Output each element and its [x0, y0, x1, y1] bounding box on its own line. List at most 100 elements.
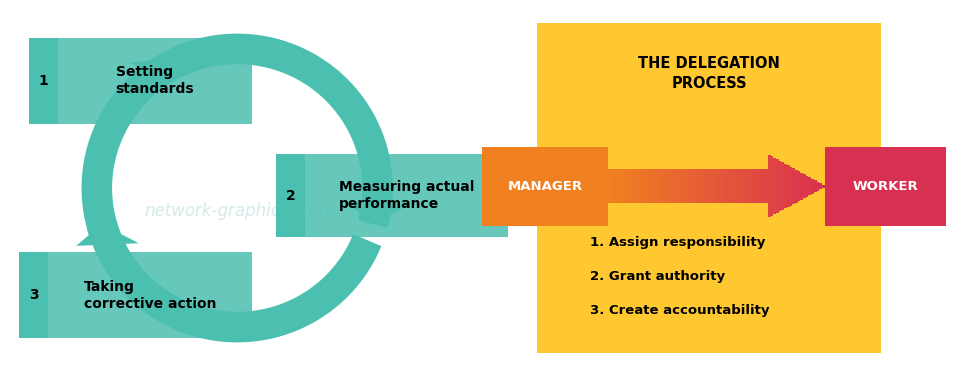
FancyBboxPatch shape — [654, 169, 656, 203]
FancyBboxPatch shape — [773, 158, 776, 214]
FancyBboxPatch shape — [614, 169, 616, 203]
FancyBboxPatch shape — [627, 169, 629, 203]
FancyBboxPatch shape — [700, 169, 703, 203]
FancyBboxPatch shape — [19, 252, 48, 338]
FancyBboxPatch shape — [641, 169, 643, 203]
FancyBboxPatch shape — [768, 155, 771, 217]
FancyBboxPatch shape — [692, 169, 695, 203]
FancyBboxPatch shape — [683, 169, 686, 203]
FancyBboxPatch shape — [679, 169, 681, 203]
Text: network-graphics.com: network-graphics.com — [144, 202, 330, 220]
FancyBboxPatch shape — [814, 180, 817, 192]
FancyBboxPatch shape — [686, 169, 689, 203]
FancyBboxPatch shape — [811, 179, 814, 194]
Polygon shape — [347, 202, 409, 224]
FancyBboxPatch shape — [48, 252, 252, 338]
FancyBboxPatch shape — [619, 169, 621, 203]
Polygon shape — [76, 224, 138, 246]
Text: Setting
standards: Setting standards — [115, 65, 195, 97]
FancyBboxPatch shape — [662, 169, 665, 203]
FancyBboxPatch shape — [776, 159, 778, 213]
FancyBboxPatch shape — [276, 154, 305, 237]
FancyBboxPatch shape — [695, 169, 697, 203]
FancyBboxPatch shape — [722, 169, 724, 203]
FancyBboxPatch shape — [681, 169, 683, 203]
FancyBboxPatch shape — [305, 154, 508, 237]
FancyBboxPatch shape — [719, 169, 722, 203]
Text: 3. Create accountability: 3. Create accountability — [590, 304, 770, 317]
FancyBboxPatch shape — [738, 169, 741, 203]
FancyBboxPatch shape — [632, 169, 635, 203]
FancyBboxPatch shape — [482, 147, 608, 226]
FancyBboxPatch shape — [537, 23, 881, 353]
FancyBboxPatch shape — [689, 169, 692, 203]
FancyBboxPatch shape — [736, 169, 738, 203]
FancyBboxPatch shape — [803, 174, 805, 198]
FancyBboxPatch shape — [733, 169, 736, 203]
FancyBboxPatch shape — [763, 169, 765, 203]
Text: 1. Assign responsibility: 1. Assign responsibility — [590, 236, 766, 249]
FancyBboxPatch shape — [825, 147, 946, 226]
FancyBboxPatch shape — [706, 169, 709, 203]
Text: Measuring actual
performance: Measuring actual performance — [339, 180, 474, 211]
FancyBboxPatch shape — [608, 169, 611, 203]
FancyBboxPatch shape — [638, 169, 641, 203]
FancyBboxPatch shape — [709, 169, 711, 203]
FancyBboxPatch shape — [787, 165, 790, 207]
FancyBboxPatch shape — [29, 38, 58, 124]
FancyBboxPatch shape — [676, 169, 679, 203]
FancyBboxPatch shape — [751, 169, 754, 203]
FancyBboxPatch shape — [670, 169, 673, 203]
FancyBboxPatch shape — [808, 177, 811, 195]
FancyBboxPatch shape — [817, 182, 819, 191]
FancyBboxPatch shape — [611, 169, 614, 203]
FancyBboxPatch shape — [784, 164, 787, 208]
Polygon shape — [129, 57, 189, 80]
Text: 2: 2 — [286, 188, 295, 203]
FancyBboxPatch shape — [621, 169, 624, 203]
FancyBboxPatch shape — [781, 162, 784, 210]
FancyBboxPatch shape — [697, 169, 700, 203]
FancyBboxPatch shape — [635, 169, 638, 203]
FancyBboxPatch shape — [819, 183, 822, 189]
Text: Taking
corrective action: Taking corrective action — [84, 279, 216, 311]
FancyBboxPatch shape — [643, 169, 646, 203]
FancyBboxPatch shape — [646, 169, 649, 203]
FancyBboxPatch shape — [724, 169, 727, 203]
FancyBboxPatch shape — [656, 169, 659, 203]
FancyBboxPatch shape — [765, 169, 768, 203]
FancyBboxPatch shape — [771, 156, 773, 216]
FancyBboxPatch shape — [795, 170, 798, 203]
FancyBboxPatch shape — [624, 169, 627, 203]
FancyBboxPatch shape — [629, 169, 632, 203]
FancyBboxPatch shape — [668, 169, 670, 203]
FancyBboxPatch shape — [790, 167, 792, 206]
FancyBboxPatch shape — [749, 169, 751, 203]
FancyBboxPatch shape — [673, 169, 676, 203]
FancyBboxPatch shape — [743, 169, 746, 203]
FancyBboxPatch shape — [746, 169, 749, 203]
FancyBboxPatch shape — [754, 169, 757, 203]
FancyBboxPatch shape — [58, 38, 252, 124]
FancyBboxPatch shape — [801, 173, 803, 200]
FancyBboxPatch shape — [727, 169, 730, 203]
FancyBboxPatch shape — [703, 169, 706, 203]
FancyBboxPatch shape — [665, 169, 668, 203]
Text: 3: 3 — [29, 288, 39, 302]
FancyBboxPatch shape — [792, 168, 795, 204]
Text: THE DELEGATION
PROCESS: THE DELEGATION PROCESS — [638, 56, 780, 91]
Text: 1: 1 — [39, 74, 48, 88]
Text: 2. Grant authority: 2. Grant authority — [590, 270, 726, 283]
FancyBboxPatch shape — [659, 169, 662, 203]
FancyBboxPatch shape — [616, 169, 619, 203]
FancyBboxPatch shape — [716, 169, 719, 203]
FancyBboxPatch shape — [649, 169, 651, 203]
FancyBboxPatch shape — [741, 169, 743, 203]
FancyBboxPatch shape — [757, 169, 760, 203]
FancyBboxPatch shape — [760, 169, 763, 203]
FancyBboxPatch shape — [730, 169, 733, 203]
FancyBboxPatch shape — [822, 185, 825, 188]
FancyBboxPatch shape — [651, 169, 654, 203]
FancyBboxPatch shape — [798, 171, 801, 201]
Text: MANAGER: MANAGER — [507, 180, 583, 193]
